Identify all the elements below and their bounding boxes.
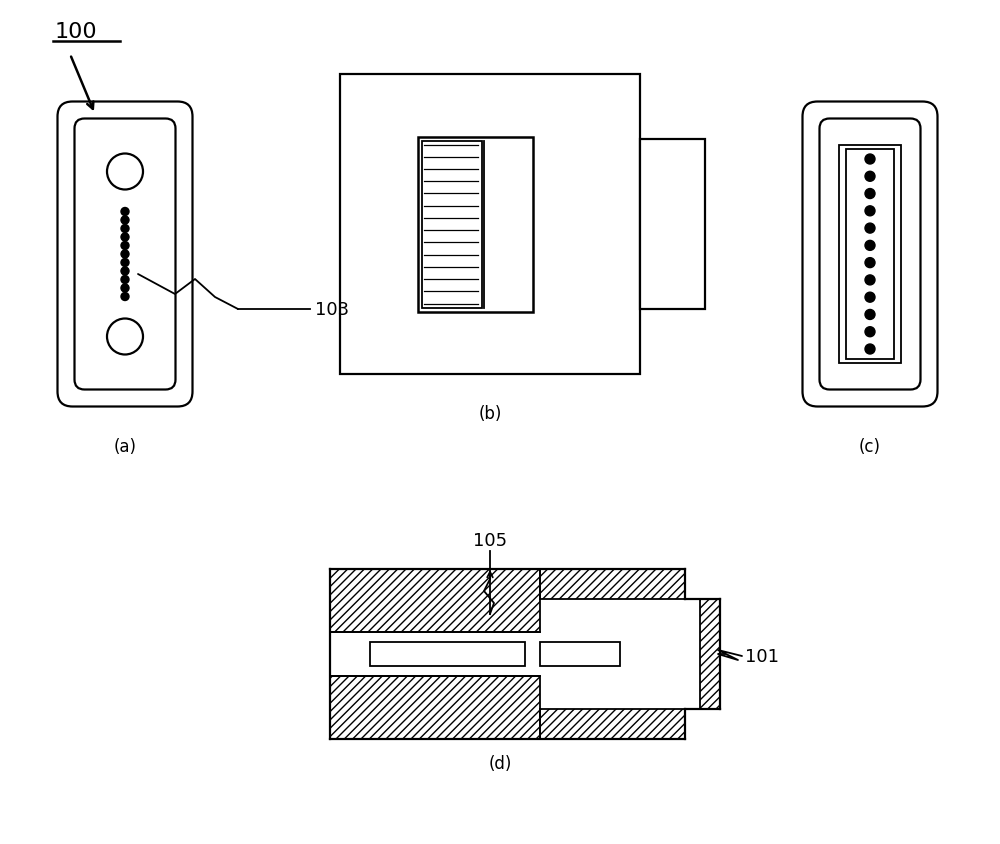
FancyBboxPatch shape: [58, 102, 193, 407]
Text: (a): (a): [114, 437, 137, 455]
Bar: [700, 599, 720, 709]
Circle shape: [865, 241, 875, 251]
Circle shape: [121, 284, 129, 293]
Text: (c): (c): [859, 437, 881, 455]
Bar: [330, 676, 540, 739]
Bar: [846, 150, 894, 360]
Bar: [540, 570, 685, 599]
Text: 100: 100: [55, 22, 98, 42]
Bar: [839, 146, 901, 364]
Circle shape: [865, 344, 875, 354]
Text: 105: 105: [473, 532, 507, 549]
Circle shape: [865, 154, 875, 165]
Circle shape: [865, 224, 875, 234]
Circle shape: [865, 207, 875, 217]
Circle shape: [865, 293, 875, 303]
Bar: [370, 642, 525, 666]
FancyBboxPatch shape: [802, 102, 937, 407]
Circle shape: [865, 172, 875, 182]
Circle shape: [121, 208, 129, 216]
Circle shape: [865, 189, 875, 199]
FancyBboxPatch shape: [819, 119, 920, 390]
Bar: [640, 140, 705, 310]
Circle shape: [865, 258, 875, 268]
Circle shape: [121, 259, 129, 268]
Circle shape: [121, 251, 129, 259]
Text: 103: 103: [315, 300, 349, 319]
Circle shape: [121, 242, 129, 250]
Circle shape: [121, 234, 129, 241]
Bar: [422, 141, 482, 308]
Circle shape: [865, 310, 875, 320]
Circle shape: [121, 293, 129, 301]
Circle shape: [865, 276, 875, 285]
Bar: [418, 138, 532, 312]
Bar: [340, 75, 640, 375]
Circle shape: [121, 217, 129, 225]
FancyBboxPatch shape: [75, 119, 176, 390]
Text: 101: 101: [745, 647, 779, 665]
Bar: [540, 642, 620, 666]
Bar: [330, 570, 540, 632]
Text: (b): (b): [478, 404, 502, 423]
Circle shape: [121, 268, 129, 276]
Circle shape: [121, 225, 129, 233]
Circle shape: [121, 276, 129, 284]
Circle shape: [865, 327, 875, 338]
Bar: [540, 709, 685, 739]
Text: (d): (d): [488, 754, 512, 772]
